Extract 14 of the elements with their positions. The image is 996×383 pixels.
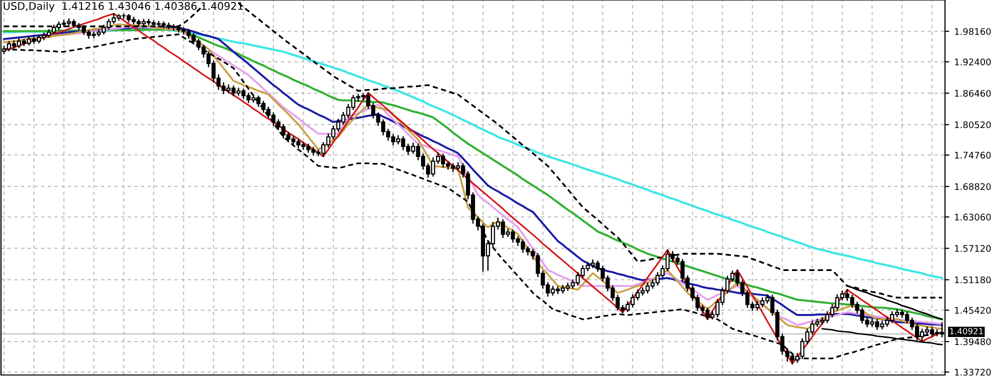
y-tick-label: 1.92400 (955, 58, 991, 66)
y-tick-label: 1.86460 (955, 90, 991, 97)
y-tick-label: 1.33720 (955, 368, 991, 376)
y-tick-label: 1.98160 (955, 28, 991, 35)
y-tick-label: 1.63060 (955, 214, 991, 220)
y-tick-label: 1.68820 (955, 183, 991, 190)
y-tick-label: 1.57120 (955, 245, 991, 252)
y-tick-label: 1.74760 (955, 152, 991, 159)
chart-title: USD,Daily 1.41216 1.43046 1.40386 1.40921 (4, 2, 243, 12)
y-tick-label: 1.45420 (955, 306, 991, 314)
y-tick-label: 1.80520 (955, 121, 991, 128)
y-tick-label: 1.39480 (955, 338, 991, 346)
y-tick-label: 1.51180 (955, 276, 991, 284)
ref-line-label: 1.40921 (950, 328, 983, 334)
